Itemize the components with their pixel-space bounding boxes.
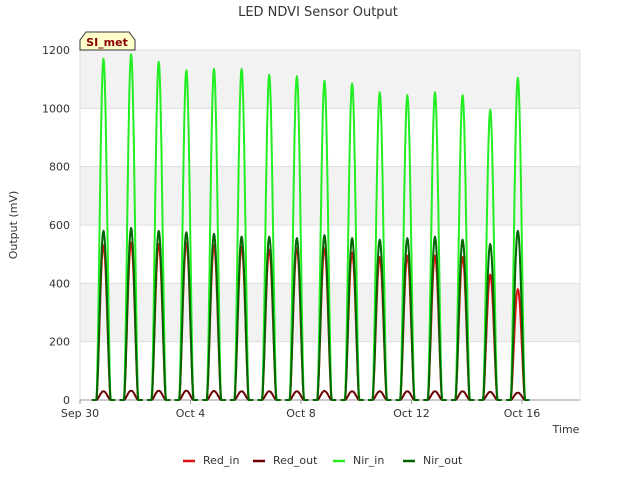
legend-label: Red_in (203, 454, 239, 467)
y-tick-label: 200 (49, 336, 70, 349)
y-tick-label: 400 (49, 277, 70, 290)
y-tick-label: 0 (63, 394, 70, 407)
site-badge-label: SI_met (86, 36, 128, 49)
plot-background (79, 49, 581, 401)
x-axis-label: Time (552, 423, 580, 436)
y-axis-label: Output (mV) (7, 191, 20, 260)
plot-band (80, 108, 580, 167)
y-tick-label: 1000 (42, 102, 70, 115)
legend: Red_in Red_out Nir_in Nir_out (183, 454, 463, 467)
x-tick-label: Oct 12 (393, 407, 430, 420)
x-axis-ticks: Sep 30 Oct 4 Oct 8 Oct 12 Oct 16 (61, 400, 540, 420)
legend-label: Nir_out (423, 454, 463, 467)
legend-label: Nir_in (353, 454, 384, 467)
y-tick-label: 800 (49, 161, 70, 174)
legend-label: Red_out (273, 454, 318, 467)
site-badge-box (79, 31, 136, 51)
x-tick-label: Oct 16 (504, 407, 541, 420)
series-line-red-in (91, 241, 530, 401)
x-tick-label: Oct 8 (286, 407, 316, 420)
y-tick-label: 1200 (42, 44, 70, 57)
series-line-nir-out (91, 226, 530, 401)
series-line-nir-in (91, 53, 530, 401)
site-badge: SI_met (79, 31, 136, 51)
plot-band (80, 50, 580, 109)
y-tick-label: 600 (49, 219, 70, 232)
x-tick-label: Sep 30 (61, 407, 99, 420)
y-axis-ticks: 0 200 400 600 800 1000 1200 (42, 44, 70, 407)
series-line-red-out (91, 389, 530, 401)
series-lines (91, 53, 530, 401)
chart-title: LED NDVI Sensor Output (238, 5, 398, 20)
x-tick-label: Oct 4 (176, 407, 206, 420)
